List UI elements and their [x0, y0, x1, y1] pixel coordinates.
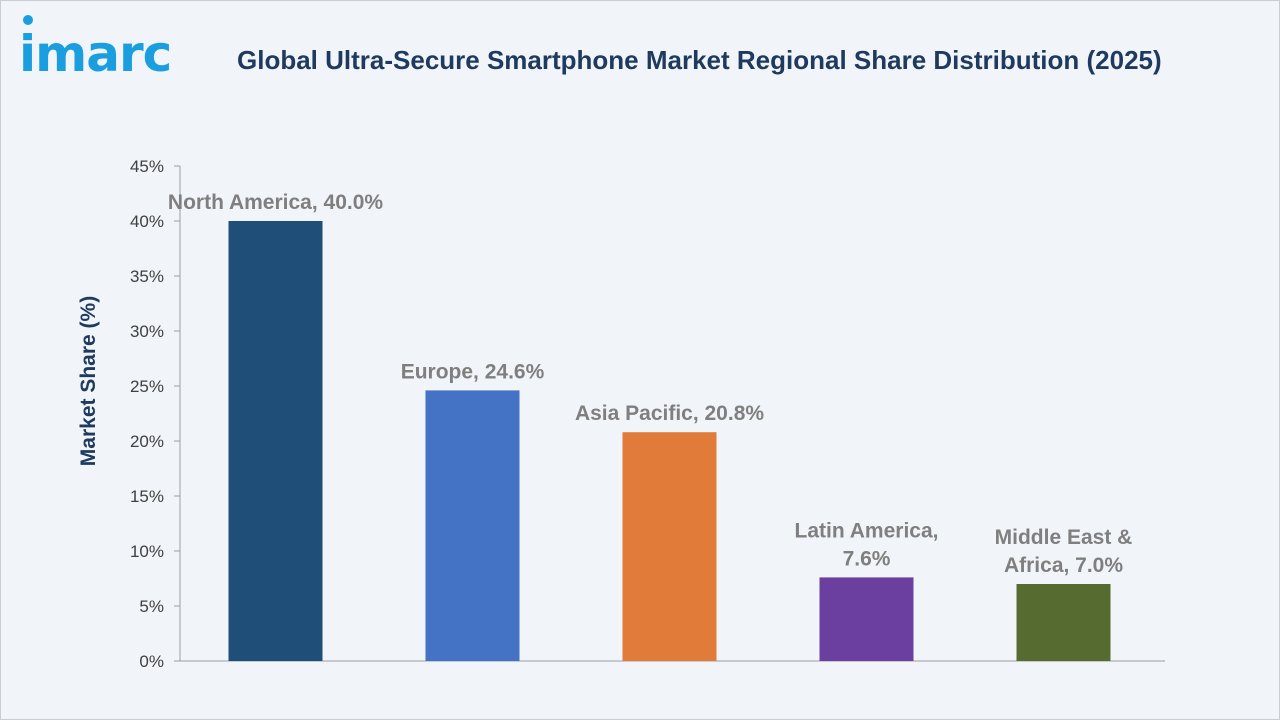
data-label: Middle East & [995, 526, 1133, 549]
bar [1016, 584, 1111, 661]
data-label: 7.6% [843, 547, 891, 570]
y-tick-label: 15% [130, 487, 164, 506]
chart-title: Global Ultra-Secure Smartphone Market Re… [237, 45, 1162, 75]
data-label: Europe, 24.6% [401, 360, 545, 383]
data-label: Africa, 7.0% [1004, 554, 1123, 577]
y-tick-label: 30% [130, 322, 164, 341]
bar [622, 432, 717, 661]
data-label: Latin America, [795, 519, 939, 542]
y-tick-label: 0% [139, 652, 164, 671]
bar [228, 221, 323, 661]
data-label: North America, 40.0% [168, 191, 383, 214]
logo-dot [23, 15, 33, 25]
y-tick-label: 5% [139, 597, 164, 616]
bar [819, 577, 914, 661]
y-tick-label: 20% [130, 432, 164, 451]
y-tick-label: 40% [130, 212, 164, 231]
y-tick-label: 35% [130, 267, 164, 286]
y-tick-label: 25% [130, 377, 164, 396]
data-label: Asia Pacific, 20.8% [575, 402, 764, 425]
bar [425, 390, 520, 661]
y-tick-label: 10% [130, 542, 164, 561]
imarc-logo: imarc [19, 25, 172, 83]
y-tick-label: 45% [130, 157, 164, 176]
